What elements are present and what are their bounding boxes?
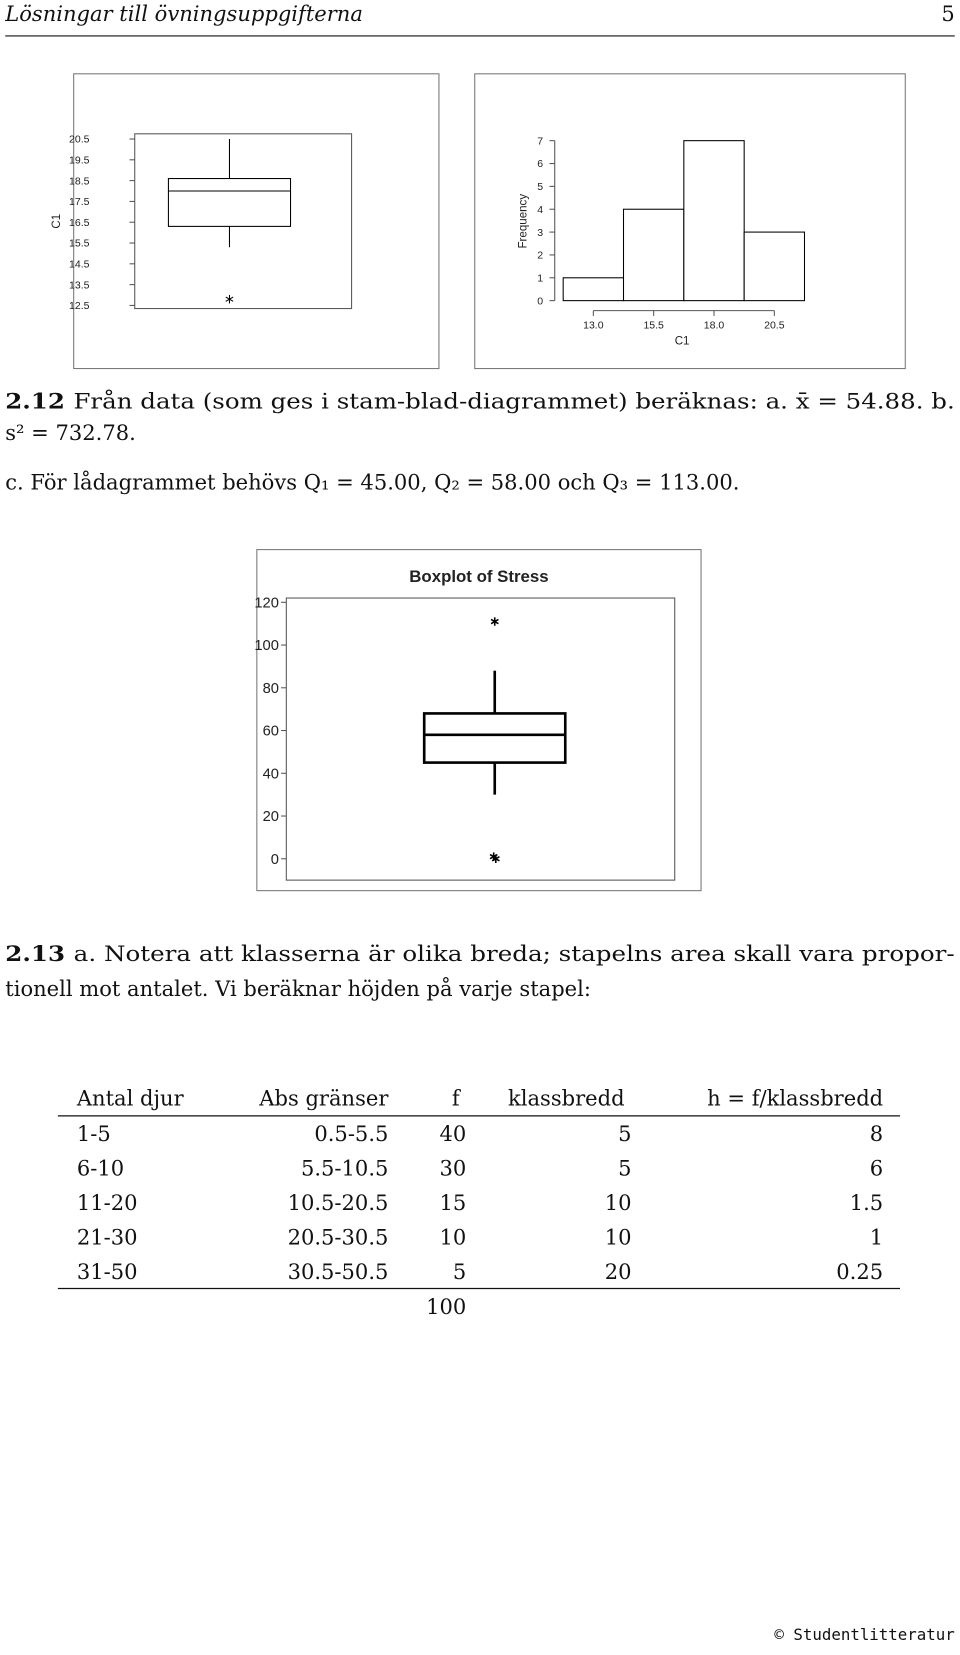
y-tick-label: 16.5 <box>69 217 90 229</box>
table-cell: 20 <box>605 1259 632 1284</box>
table-cell: 1.5 <box>850 1190 883 1215</box>
x-tick-label: 15.5 <box>643 320 664 332</box>
item-number: 2.12 <box>5 389 65 414</box>
y-axis-label: Frequency <box>517 194 529 249</box>
box <box>422 712 567 764</box>
bar <box>683 140 745 302</box>
y-tick-label: 20 <box>263 809 279 825</box>
chart: 0 20 40 60 80 100 120 Boxplot of Stress <box>254 549 702 892</box>
chart-title: Boxplot of Stress <box>409 567 548 586</box>
figure-frame <box>474 73 906 370</box>
table-header: f <box>452 1085 462 1110</box>
item-number: 2.13 <box>5 941 65 966</box>
table-cell: 30 <box>440 1156 467 1181</box>
y-tick-label: 0 <box>537 295 543 307</box>
table-cell: 6 <box>870 1156 883 1181</box>
table-cell: 5 <box>453 1259 466 1284</box>
table-cell: 5 <box>618 1121 631 1146</box>
outlier <box>490 617 499 626</box>
table-cell: 1-5 <box>77 1121 111 1146</box>
running-head: Lösningar till övningsuppgifterna <box>4 1 363 26</box>
table-header: klassbredd <box>508 1085 625 1110</box>
line-text: tionell mot antalet. Vi beräknar höjden … <box>5 976 591 1001</box>
table-cell: 1 <box>870 1224 883 1249</box>
bar <box>743 231 806 302</box>
y-tick-label: 5 <box>537 181 543 193</box>
outlier-stroke <box>225 296 234 302</box>
table-cell: 10.5-20.5 <box>288 1190 389 1215</box>
y-tick-label: 4 <box>537 204 543 216</box>
table-cell: 30.5-50.5 <box>288 1259 389 1284</box>
y-tick-label: 1 <box>537 272 543 284</box>
y-tick-label: 100 <box>254 638 279 654</box>
table-cell: 8 <box>870 1121 883 1146</box>
y-tick-label: 12.5 <box>69 300 90 312</box>
y-tick-label: 6 <box>537 158 543 170</box>
chart: 12.5 13.5 14.5 15.5 16.5 17.5 18.5 19.5 20.5 C1 <box>51 73 440 370</box>
table-cell: 31-50 <box>77 1259 138 1284</box>
table-cell: 10 <box>605 1224 632 1249</box>
table-cell: 20.5-30.5 <box>288 1224 389 1249</box>
figure-frame <box>73 73 440 370</box>
line-text: Från data (som ges i stam-blad-diagramme… <box>73 389 954 414</box>
y-tick-label: 40 <box>263 766 279 782</box>
y-tick-label: 14.5 <box>69 259 90 271</box>
table-cell: 0.5-5.5 <box>314 1121 388 1146</box>
y-axis-label: C1 <box>51 214 63 229</box>
bar <box>562 277 625 302</box>
table-cell: 6-10 <box>77 1156 124 1181</box>
x-axis-label: C1 <box>675 335 690 347</box>
table-header: Abs gränser <box>258 1085 389 1110</box>
plot-frame <box>285 597 676 881</box>
outlier-stroke <box>490 618 499 625</box>
footer: © Studentlitteratur <box>774 1625 954 1644</box>
y-tick-label: 17.5 <box>69 196 90 208</box>
box <box>167 178 292 227</box>
table-header: Antal djur <box>76 1085 185 1110</box>
table-cell: 5.5-10.5 <box>301 1156 388 1181</box>
outlier <box>491 854 500 863</box>
paragraph-line: s² = 732.78. <box>5 420 136 445</box>
line-text: c. För lådagrammet behövs Q₁ = 45.00, Q₂… <box>5 470 739 495</box>
x-tick-label: 18.0 <box>704 320 725 332</box>
y-tick-label: 0 <box>271 852 279 868</box>
y-tick-label: 2 <box>537 250 543 262</box>
y-tick-label: 80 <box>263 681 279 697</box>
plot-frame <box>134 133 353 310</box>
outlier-stroke <box>491 855 500 862</box>
y-tick-label: 3 <box>537 227 543 239</box>
y-tick-label: 20.5 <box>69 134 90 146</box>
y-tick-label: 7 <box>537 135 543 147</box>
table-header: h = f/klassbredd <box>707 1085 883 1110</box>
line-text: s² = 732.78. <box>5 420 136 445</box>
table-cell: 0.25 <box>836 1259 883 1284</box>
table-cell: 21-30 <box>77 1224 138 1249</box>
paragraph-line: c. För lådagrammet behövs Q₁ = 45.00, Q₂… <box>5 470 739 495</box>
y-tick-label: 120 <box>254 595 279 611</box>
y-tick-label: 19.5 <box>69 155 90 167</box>
y-tick-label: 18.5 <box>69 175 90 187</box>
outlier <box>225 294 234 304</box>
paragraph-line: tionell mot antalet. Vi beräknar höjden … <box>5 976 591 1001</box>
table-cell: 15 <box>440 1190 467 1215</box>
paragraph-line: 2.12 Från data (som ges i stam-blad-diagr… <box>5 389 954 414</box>
figure-frame <box>256 549 702 892</box>
x-tick-label: 20.5 <box>764 320 785 332</box>
table-cell: 11-20 <box>77 1190 138 1215</box>
table-cell: 5 <box>618 1156 631 1181</box>
table-total: 100 <box>426 1294 466 1319</box>
paragraph-line: 2.13 a. Notera att klasserna är olika bre… <box>5 941 954 966</box>
y-tick-label: 13.5 <box>69 279 90 291</box>
line-text: a. Notera att klasserna är olika breda; … <box>74 941 955 966</box>
bar <box>622 208 685 302</box>
chart: 0 1 2 3 4 5 6 7 13.0 15.5 18.0 20.5 C1 Frequency <box>474 73 906 370</box>
page-number: 5 <box>941 1 954 26</box>
y-tick-label: 15.5 <box>69 238 90 250</box>
table-cell: 10 <box>605 1190 632 1215</box>
y-tick-label: 60 <box>263 724 279 740</box>
table-cell: 10 <box>440 1224 467 1249</box>
table-cell: 40 <box>440 1121 467 1146</box>
x-tick-label: 13.0 <box>583 320 604 332</box>
